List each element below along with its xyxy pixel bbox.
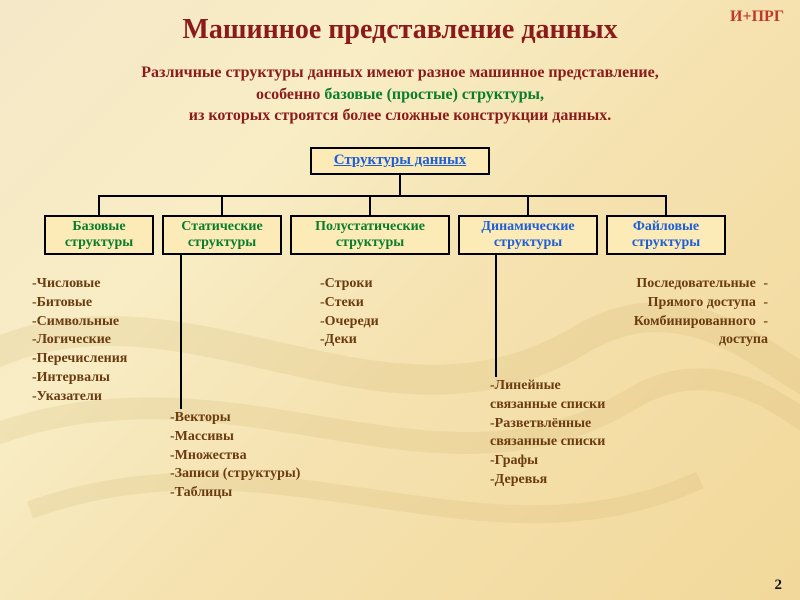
list-item: -Деревья	[490, 471, 605, 490]
list-item: -Записи (структуры)	[170, 465, 300, 484]
list-item: -Графы	[490, 452, 605, 471]
list-item: -Числовые	[32, 275, 127, 294]
connector	[369, 195, 371, 215]
subtitle-line-2: особенно базовые (простые) структуры,	[0, 84, 800, 106]
node-static: Статическиеструктуры	[162, 215, 282, 255]
page-title: Машинное представление данных	[0, 0, 800, 46]
list-item: -Битовые	[32, 294, 127, 313]
list-item: -Указатели	[32, 388, 127, 407]
subtitle: Различные структуры данных имеют разное …	[0, 62, 800, 127]
list-item: -Перечисления	[32, 350, 127, 369]
subtitle-line-3: из которых строятся более сложные констр…	[0, 105, 800, 127]
corner-tag: И+ПРГ	[730, 8, 784, 26]
list-item: -Множества	[170, 447, 300, 466]
list-item: -Очереди	[320, 313, 379, 332]
items-base: -Числовые-Битовые-Символьные-Логические-…	[32, 275, 127, 407]
connector	[527, 195, 529, 215]
node-file: Файловыеструктуры	[606, 215, 726, 255]
list-item: Последовательные -	[548, 275, 768, 294]
tree-diagram: Структуры данных БазовыеструктурыСтатичес…	[0, 147, 800, 567]
connector-vline	[495, 255, 497, 377]
list-item: Комбинированного -доступа	[548, 313, 768, 351]
list-item: Прямого доступа -	[548, 294, 768, 313]
list-item: -Интервалы	[32, 369, 127, 388]
items-dyn: -Линейные связанные списки-Разветвлённые…	[490, 377, 605, 490]
connector-vline	[180, 255, 182, 409]
list-item: -Деки	[320, 331, 379, 350]
list-item: -Массивы	[170, 428, 300, 447]
page-number: 2	[775, 577, 783, 594]
list-item: -Логические	[32, 331, 127, 350]
list-item: -Разветвлённые связанные списки	[490, 415, 605, 453]
list-item: -Символьные	[32, 313, 127, 332]
node-dyn: Динамическиеструктуры	[458, 215, 598, 255]
node-base: Базовыеструктуры	[44, 215, 154, 255]
connector	[221, 195, 223, 215]
items-semi: -Строки-Стеки-Очереди-Деки	[320, 275, 379, 351]
connector	[665, 195, 667, 215]
node-semi: Полустатическиеструктуры	[290, 215, 450, 255]
connector	[98, 195, 100, 215]
list-item: -Векторы	[170, 409, 300, 428]
subtitle-line-1: Различные структуры данных имеют разное …	[0, 62, 800, 84]
list-item: -Линейные связанные списки	[490, 377, 605, 415]
list-item: -Строки	[320, 275, 379, 294]
connector-bus	[99, 195, 666, 197]
items-static: -Векторы-Массивы-Множества-Записи (струк…	[170, 409, 300, 503]
list-item: -Стеки	[320, 294, 379, 313]
list-item: -Таблицы	[170, 484, 300, 503]
connector	[399, 175, 401, 195]
root-node: Структуры данных	[310, 147, 490, 175]
items-file: Последовательные -Прямого доступа -Комби…	[548, 275, 768, 351]
